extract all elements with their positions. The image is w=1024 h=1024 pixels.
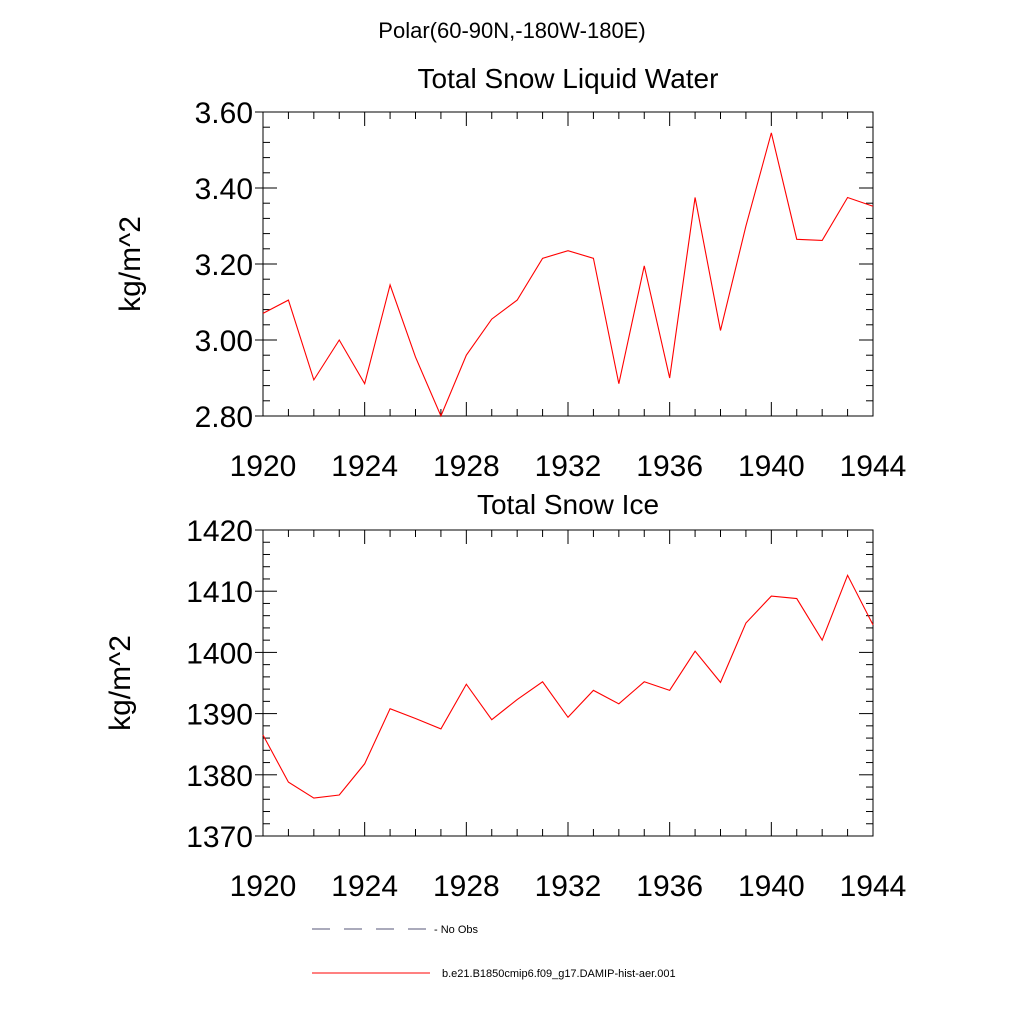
legend-label: - No Obs (434, 924, 479, 936)
y-axis-label: kg/m^2 (114, 216, 147, 312)
x-tick-label: 1920 (230, 870, 297, 903)
legend-item: - No Obs (312, 924, 479, 936)
chart-title: Total Snow Liquid Water (418, 63, 719, 94)
y-tick-label: 3.00 (195, 325, 253, 358)
y-tick-label: 1420 (186, 515, 253, 548)
x-tick-label: 1920 (230, 450, 297, 483)
x-tick-label: 1936 (636, 450, 703, 483)
series-line (262, 573, 874, 799)
x-tick-label: 1936 (636, 870, 703, 903)
y-tick-label: 2.80 (195, 401, 253, 434)
x-tick-label: 1928 (433, 870, 500, 903)
y-tick-label: 1390 (186, 699, 253, 732)
panel-1: Total Snow Liquid Water kg/m^2 1920 1924 192… (114, 63, 906, 483)
x-tick-label: 1940 (738, 450, 805, 483)
y-tick-label: 3.60 (195, 97, 253, 130)
y-tick-label: 1400 (186, 637, 253, 670)
y-tick-label: 1370 (186, 821, 253, 854)
y-tick-label: 3.40 (195, 173, 253, 206)
plot-frame (262, 111, 874, 417)
x-tick-label: 1928 (433, 450, 500, 483)
series-line (262, 132, 874, 418)
legend: - No Obs b.e21.B1850cmip6.f09_g17.DAMIP-h… (312, 924, 676, 980)
x-tick-label: 1944 (840, 450, 907, 483)
y-tick-label: 1410 (186, 576, 253, 609)
y-axis-label: kg/m^2 (104, 635, 137, 731)
panel-2: Total Snow Ice kg/m^2 1920 1924 1928 1932 1936… (104, 489, 906, 903)
y-tick-label: 3.20 (195, 249, 253, 282)
x-tick-label: 1932 (535, 450, 602, 483)
plot-frame (262, 529, 874, 837)
legend-label: b.e21.B1850cmip6.f09_g17.DAMIP-hist-aer.… (442, 968, 676, 980)
x-tick-label: 1932 (535, 870, 602, 903)
x-tick-label: 1924 (331, 870, 398, 903)
chart-title: Total Snow Ice (477, 489, 659, 520)
legend-item: b.e21.B1850cmip6.f09_g17.DAMIP-hist-aer.… (312, 968, 676, 980)
x-tick-label: 1924 (331, 450, 398, 483)
y-tick-label: 1380 (186, 760, 253, 793)
x-tick-label: 1940 (738, 870, 805, 903)
x-tick-label: 1944 (840, 870, 907, 903)
figure-title: Polar(60-90N,-180W-180E) (378, 18, 646, 43)
